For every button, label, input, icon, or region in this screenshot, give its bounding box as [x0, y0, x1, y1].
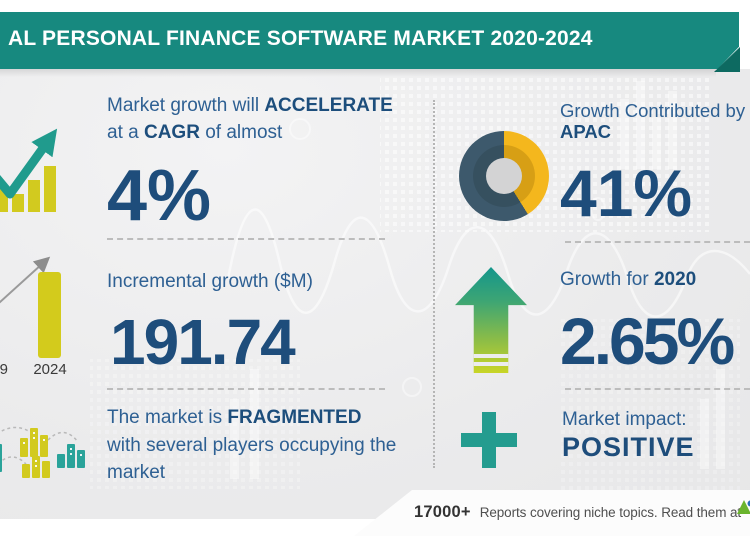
cagr-line1-bold: ACCELERATE — [264, 95, 393, 116]
separator-left-1 — [107, 238, 385, 240]
cagr-label: Market growth will ACCELERATE at a CAGR … — [107, 92, 393, 146]
impact-label: Market impact: — [562, 409, 687, 430]
cagr-value: 4% — [107, 156, 212, 236]
positive-plus-icon — [461, 412, 517, 468]
impact-value: POSITIVE — [562, 432, 695, 462]
cagr-line2-bold: CAGR — [143, 122, 200, 143]
background-watermark — [90, 77, 750, 519]
report-count: 17000+ — [414, 503, 471, 521]
header-banner: AL PERSONAL FINANCE SOFTWARE MARKET 2020… — [0, 12, 739, 69]
incremental-label: Incremental growth ($M) — [107, 271, 313, 292]
content-area — [0, 69, 750, 519]
separator-right-1 — [565, 241, 750, 243]
cagr-label-line1: Market growth will ACCELERATE — [107, 92, 393, 119]
technavio-logo-icon — [737, 500, 750, 514]
fragmented-market-icon — [0, 426, 85, 478]
cagr-label-line2: at a CAGR of almost — [107, 119, 393, 146]
cagr-line1-text: Market growth will — [107, 95, 265, 116]
growth2020-label-pre: Growth for — [560, 269, 654, 290]
cagr-line2-pre: at a — [107, 122, 144, 143]
fragmented-line1-bold: FRAGMENTED — [227, 407, 362, 428]
bar-year-label: 2024 — [33, 361, 66, 378]
footer-text-block: 17000+ Reports covering niche topics. Rea… — [414, 503, 741, 522]
growth2020-label: Growth for 2020 — [560, 266, 696, 293]
bar-year-partial-label: 9 — [0, 361, 8, 378]
cagr-line2-post: of almost — [199, 122, 283, 143]
banner-shadow — [0, 69, 716, 77]
apac-label: Growth Contributed by APAC — [560, 100, 745, 142]
incremental-value: 191.74 — [110, 306, 296, 378]
footer-bar: 17000+ Reports covering niche topics. Rea… — [354, 490, 750, 536]
fragmented-line1-text: The market is — [107, 407, 228, 428]
separator-vertical — [433, 100, 435, 468]
apac-label-line1: Growth Contributed by — [560, 100, 746, 121]
apac-donut-chart — [459, 131, 549, 221]
apac-label-line2: APAC — [560, 121, 612, 142]
fragmented-label: The market is FRAGMENTED with several pl… — [107, 404, 396, 487]
fragmented-line1: The market is FRAGMENTED — [107, 404, 396, 432]
market-growth-chart-icon — [0, 128, 58, 212]
fragmented-line2: with several players occupying the — [107, 434, 397, 456]
growth2020-value: 2.65% — [560, 304, 735, 378]
apac-value: 41% — [560, 156, 693, 230]
incremental-growth-bar-icon: 2024 9 — [0, 256, 67, 378]
page-title: AL PERSONAL FINANCE SOFTWARE MARKET 2020… — [8, 27, 593, 50]
growth2020-label-year: 2020 — [653, 269, 697, 290]
fragmented-line3: market — [107, 462, 166, 483]
footer-tagline: Reports covering niche topics. Read them… — [479, 505, 742, 520]
separator-left-2 — [107, 388, 385, 390]
separator-right-2 — [565, 388, 750, 390]
